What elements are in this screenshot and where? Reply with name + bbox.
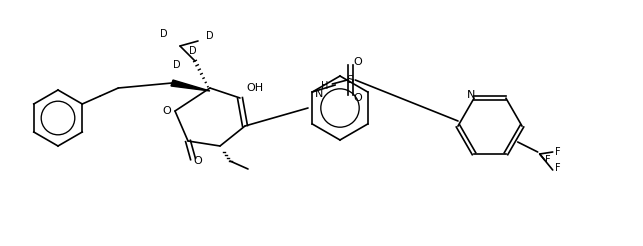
Text: O: O xyxy=(163,106,172,116)
Text: D: D xyxy=(160,29,168,39)
Text: F: F xyxy=(555,163,561,173)
Text: H: H xyxy=(321,81,328,91)
Text: D: D xyxy=(173,60,181,70)
Text: O: O xyxy=(194,156,203,166)
Text: D: D xyxy=(189,46,197,56)
Text: S: S xyxy=(347,75,354,85)
Text: F: F xyxy=(545,155,550,165)
Text: D: D xyxy=(206,31,214,41)
Text: O: O xyxy=(353,57,361,67)
Text: N: N xyxy=(467,90,475,100)
Polygon shape xyxy=(171,80,210,91)
Text: N: N xyxy=(315,89,323,99)
Text: O: O xyxy=(353,93,361,103)
Text: F: F xyxy=(555,147,561,157)
Text: OH: OH xyxy=(246,83,264,93)
